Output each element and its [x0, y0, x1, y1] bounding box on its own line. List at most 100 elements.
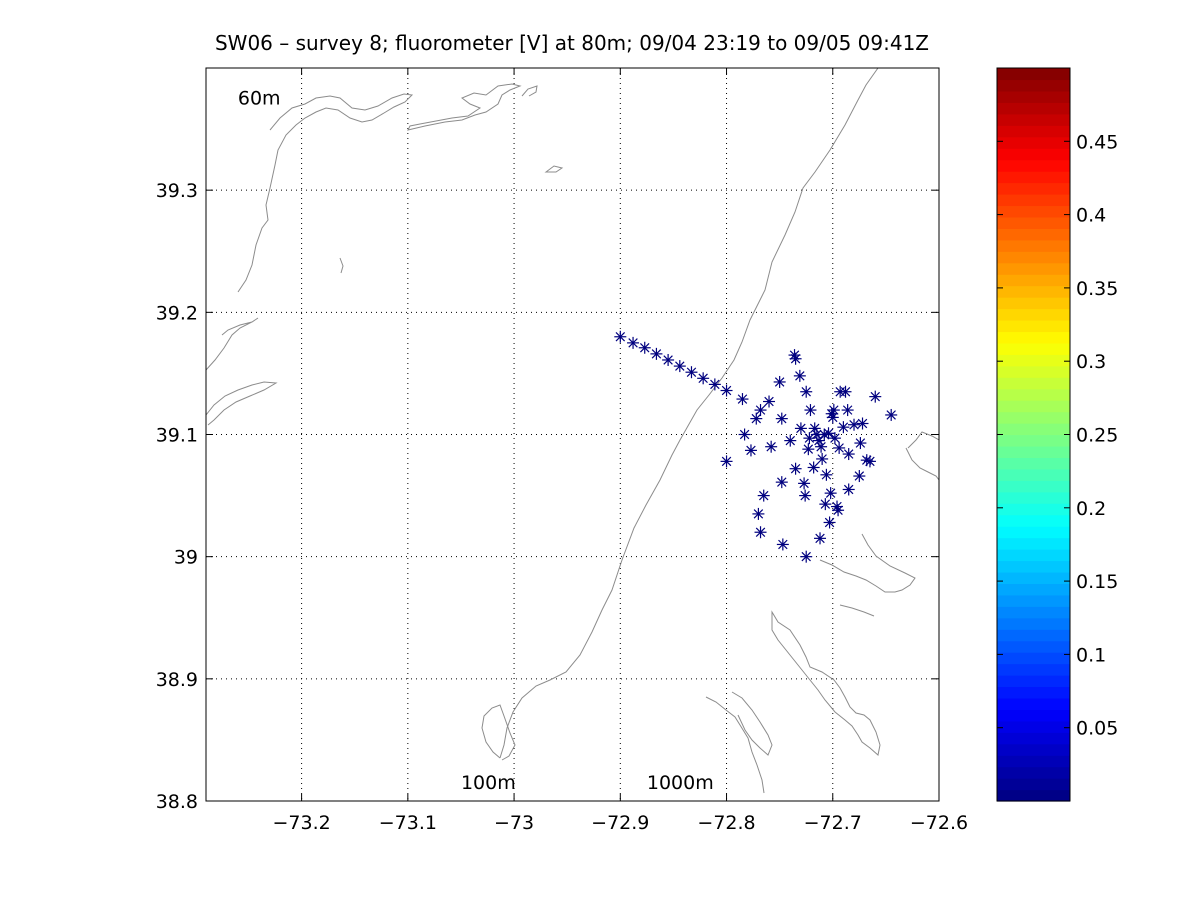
shelf-feature-2 [407, 83, 522, 131]
isobath-60m-segment [237, 93, 414, 293]
colorbar-band [997, 262, 1070, 275]
data-point-marker [752, 507, 765, 520]
data-point-marker [869, 390, 882, 403]
y-tick-label: 39.2 [156, 302, 198, 324]
slope-feature-5 [905, 447, 939, 481]
colorbar-band [997, 216, 1070, 229]
data-point-marker [807, 461, 820, 474]
data-point-marker [708, 378, 721, 391]
colorbar-band [997, 537, 1070, 550]
data-point-marker [828, 432, 841, 445]
data-point-marker [794, 422, 807, 435]
data-point-marker [814, 532, 827, 545]
shelf-feature-5 [339, 257, 344, 274]
colorbar-band [997, 743, 1070, 756]
data-point-marker [837, 421, 850, 434]
x-tick-label: −72.7 [804, 812, 862, 834]
colorbar-tick-label: 0.3 [1076, 351, 1106, 373]
colorbar-band [997, 182, 1070, 195]
isobath-60m [206, 317, 259, 371]
data-point-marker [842, 448, 855, 461]
colorbar-band [997, 457, 1070, 470]
colorbar-band [997, 423, 1070, 436]
data-point-marker [673, 360, 686, 373]
data-point-marker [863, 455, 876, 468]
data-point-marker [856, 417, 869, 430]
colorbar-band [997, 652, 1070, 665]
colorbar-band [997, 629, 1070, 642]
data-point-marker [754, 526, 767, 539]
slope-feature-3 [705, 696, 765, 794]
colorbar-tick-label: 0.35 [1076, 278, 1118, 300]
data-point-marker [854, 437, 867, 450]
data-point-marker [685, 366, 698, 379]
data-point-marker [720, 455, 733, 468]
colorbar-band [997, 789, 1070, 802]
data-point-marker [822, 427, 835, 440]
y-tick-label: 39.1 [156, 425, 198, 447]
data-point-marker [750, 412, 763, 425]
data-point-marker [720, 384, 733, 397]
slope-feature-4 [731, 691, 773, 756]
colorbar-band [997, 388, 1070, 401]
data-point-marker [736, 393, 749, 406]
data-point-marker [842, 483, 855, 496]
colorbar-band [997, 720, 1070, 733]
data-point-marker [775, 476, 788, 489]
data-point-marker [819, 498, 832, 511]
slope-feature-7 [839, 604, 875, 617]
data-point-marker [738, 428, 751, 441]
colorbar-band [997, 514, 1070, 527]
colorbar-tick-label: 0.15 [1076, 571, 1118, 593]
data-point-marker [853, 470, 866, 483]
colorbar-band [997, 239, 1070, 252]
data-point-marker [789, 352, 802, 365]
colorbar-band [997, 148, 1070, 161]
y-axis: 38.8 38.9 39 39.1 39.2 39.3 [156, 180, 939, 813]
colorbar-band [997, 755, 1070, 768]
bathymetry-contours [206, 68, 939, 794]
data-point-marker [627, 336, 640, 349]
data-point-marker [802, 443, 815, 456]
colorbar-band [997, 709, 1070, 722]
data-point-marker [804, 404, 817, 417]
data-point-marker [841, 404, 854, 417]
data-point-marker [800, 550, 813, 563]
x-tick-label: −73 [494, 812, 534, 834]
colorbar-band [997, 583, 1070, 596]
data-point-marker [754, 404, 767, 417]
data-point-marker [744, 444, 757, 457]
data-point-marker [832, 504, 845, 517]
slope-feature-2 [771, 610, 881, 756]
colorbar-band [997, 549, 1070, 562]
colorbar-band [997, 675, 1070, 688]
data-point-marker [800, 385, 813, 398]
colorbar-band [997, 125, 1070, 138]
colorbar-band [997, 411, 1070, 424]
colorbar-band [997, 697, 1070, 710]
data-point-marker [820, 468, 833, 481]
y-tick-label: 39 [174, 547, 198, 569]
colorbar-band [997, 228, 1070, 241]
colorbar-band [997, 159, 1070, 172]
data-point-marker [784, 434, 797, 447]
slope-feature-1 [819, 533, 916, 593]
data-point-marker [827, 404, 840, 417]
data-point-marker [823, 516, 836, 529]
x-axis: −73.2 −73.1 −73 −72.9 −72.8 −72.7 −72.6 [272, 68, 968, 834]
isobath-label: 1000m [647, 772, 714, 794]
shelf-feature-4 [544, 165, 564, 173]
colorbar-band [997, 205, 1070, 218]
colorbar-band [997, 571, 1070, 584]
colorbar-band [997, 377, 1070, 390]
colorbar-tick-label: 0.1 [1076, 644, 1106, 666]
survey-points [614, 330, 898, 563]
data-point-marker [833, 441, 846, 454]
data-point-marker [697, 372, 710, 385]
data-point-marker [662, 353, 675, 366]
data-point-marker [798, 477, 811, 490]
data-point-marker [614, 330, 627, 343]
colorbar-band [997, 400, 1070, 413]
y-tick-label: 38.8 [156, 791, 198, 813]
colorbar-band [997, 331, 1070, 344]
